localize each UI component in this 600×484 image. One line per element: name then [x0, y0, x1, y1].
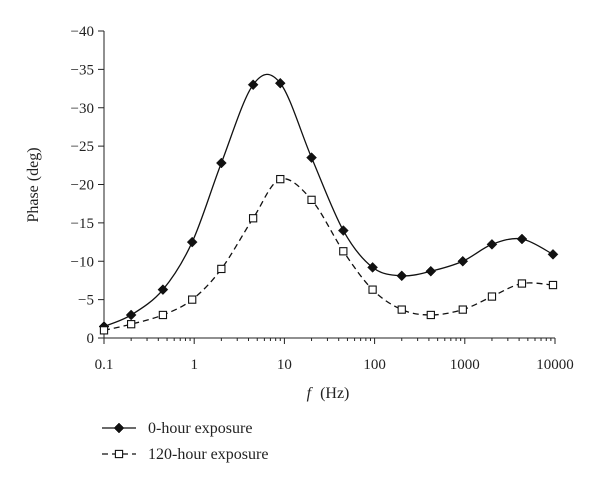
data-point-square — [114, 449, 124, 459]
x-tick-label: 1000 — [450, 357, 480, 373]
data-point-square — [426, 310, 435, 320]
data-point-square — [368, 285, 377, 294]
data-point-square — [158, 310, 168, 320]
data-point-square — [188, 295, 197, 304]
y-tick-label: −10 — [71, 254, 94, 270]
data-point-diamond — [396, 270, 408, 282]
x-tick-label: 1 — [190, 357, 198, 373]
x-axis-label-unit: (Hz) — [320, 385, 349, 402]
data-point-square — [217, 264, 226, 274]
data-point-diamond — [157, 284, 169, 296]
chart-legend: 0-hour exposure 120-hour exposure — [102, 420, 268, 463]
y-tick-label: −15 — [71, 216, 94, 232]
data-point-diamond — [113, 422, 125, 434]
data-point-square — [339, 247, 348, 256]
legend-label: 120-hour exposure — [148, 446, 268, 463]
chart-series — [98, 73, 559, 335]
data-point-square — [397, 305, 406, 314]
x-axis-label-variable: f — [307, 385, 314, 402]
series-solid — [98, 73, 559, 332]
data-point-diamond — [247, 79, 259, 91]
data-point-square — [487, 292, 497, 301]
data-point-diamond — [425, 265, 437, 277]
series-line — [103, 178, 554, 331]
y-tick-label: 0 — [87, 331, 95, 347]
series-line — [103, 73, 554, 328]
data-point-square — [548, 280, 558, 290]
data-point-square — [276, 174, 285, 184]
legend-label: 0-hour exposure — [148, 420, 252, 437]
data-point-square — [517, 279, 527, 288]
x-tick-label: 10000 — [536, 357, 574, 373]
data-point-diamond — [486, 239, 498, 250]
y-tick-label: −40 — [71, 24, 94, 40]
chart-axes — [103, 31, 555, 339]
series-dashed — [99, 174, 558, 335]
data-point-diamond — [306, 152, 317, 163]
data-point-diamond — [215, 157, 227, 169]
y-tick-label: −20 — [71, 178, 94, 194]
data-point-square — [248, 214, 258, 223]
data-point-square — [307, 195, 316, 204]
data-point-diamond — [125, 309, 137, 321]
y-tick-label: −35 — [71, 62, 94, 78]
data-point-diamond — [186, 236, 198, 248]
x-tick-label: 0.1 — [95, 357, 114, 373]
data-point-diamond — [547, 248, 559, 260]
data-point-diamond — [274, 77, 286, 89]
data-point-square — [458, 305, 467, 314]
data-point-square — [127, 320, 136, 329]
data-point-diamond — [516, 233, 528, 245]
data-point-diamond — [367, 262, 378, 273]
y-tick-label: −5 — [78, 293, 94, 309]
data-point-diamond — [337, 225, 349, 236]
x-tick-label: 10 — [277, 357, 292, 373]
y-axis-label: Phase (deg) — [25, 147, 42, 222]
x-tick-label: 100 — [363, 357, 386, 373]
data-point-diamond — [457, 255, 469, 267]
data-point-square — [99, 326, 109, 335]
x-axis-label: f (Hz) — [307, 385, 350, 402]
y-tick-label: −30 — [71, 101, 94, 117]
chart-ticks: 0 −5 −10 −15 −20 −25 −30 −35 −40 0.1 1 10 100 1000 100… — [71, 24, 574, 373]
y-tick-label: −25 — [71, 139, 94, 155]
